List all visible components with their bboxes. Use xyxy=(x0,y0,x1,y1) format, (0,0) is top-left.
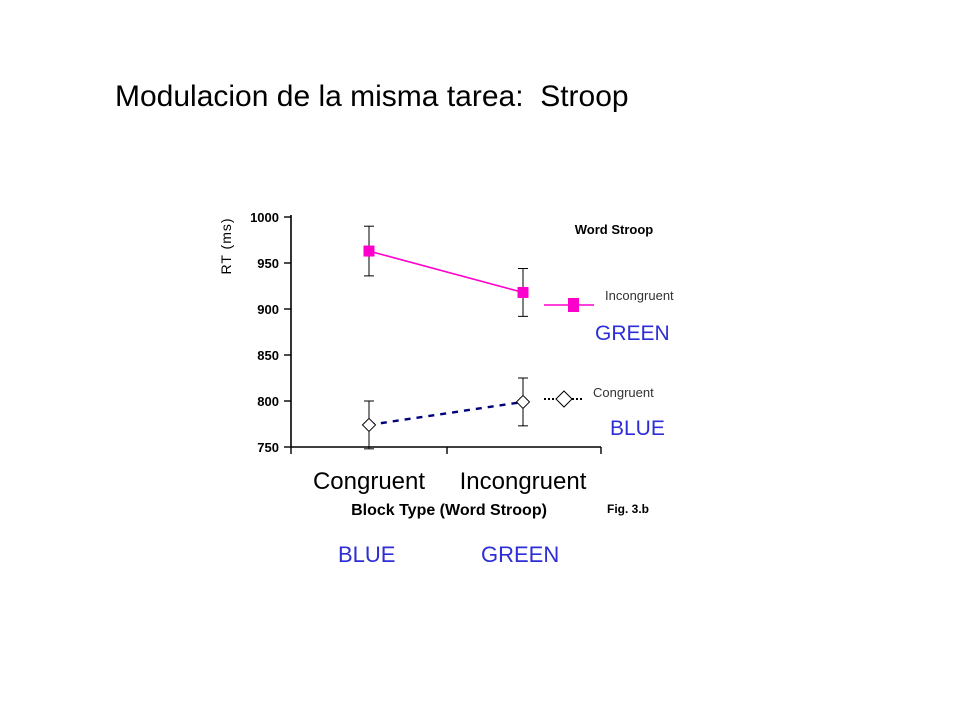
data-point-incongruent xyxy=(363,245,375,257)
legend-item-congruent: Congruent BLUE xyxy=(544,385,665,440)
chart-title: Word Stroop xyxy=(575,222,654,237)
series-line-congruent xyxy=(368,400,524,427)
y-tick-label: 1000 xyxy=(250,210,279,225)
data-point-congruent xyxy=(361,417,377,433)
y-tick-label: 900 xyxy=(257,302,279,317)
legend-marker-congruent xyxy=(555,390,573,408)
series-line-incongruent xyxy=(368,250,524,294)
legend-item-incongruent: Incongruent GREEN xyxy=(544,288,674,345)
figure-label: Fig. 3.b xyxy=(607,502,649,516)
legend-word-congruent: BLUE xyxy=(610,417,665,440)
series-layer xyxy=(361,225,531,450)
x-tick-label: Incongruent xyxy=(460,468,587,495)
y-tick-label: 850 xyxy=(257,348,279,363)
y-tick-label: 750 xyxy=(257,440,279,455)
y-axis-label: RT (ms) xyxy=(218,217,234,274)
legend-label-congruent: Congruent xyxy=(593,385,654,400)
legend-label-incongruent: Incongruent xyxy=(605,288,674,303)
legend: Incongruent GREEN Congruent BLUE xyxy=(544,288,674,440)
series-congruent xyxy=(361,377,531,450)
series-incongruent xyxy=(363,225,529,317)
y-tick-label: 800 xyxy=(257,394,279,409)
data-point-congruent xyxy=(515,394,531,410)
legend-marker-incongruent xyxy=(568,298,579,312)
y-tick-label: 950 xyxy=(257,256,279,271)
color-word-green: GREEN xyxy=(481,542,560,567)
x-axis-label: Block Type (Word Stroop) xyxy=(351,502,547,519)
color-word-blue: BLUE xyxy=(338,542,396,567)
legend-word-incongruent: GREEN xyxy=(595,322,670,345)
x-tick-label: Congruent xyxy=(313,468,425,495)
chart-axes: 750 800 850 900 950 1000 Congruent Incongruent xyxy=(250,210,602,495)
slide-title: Modulacion de la misma tarea: Stroop xyxy=(115,80,629,113)
data-point-incongruent xyxy=(517,286,529,298)
